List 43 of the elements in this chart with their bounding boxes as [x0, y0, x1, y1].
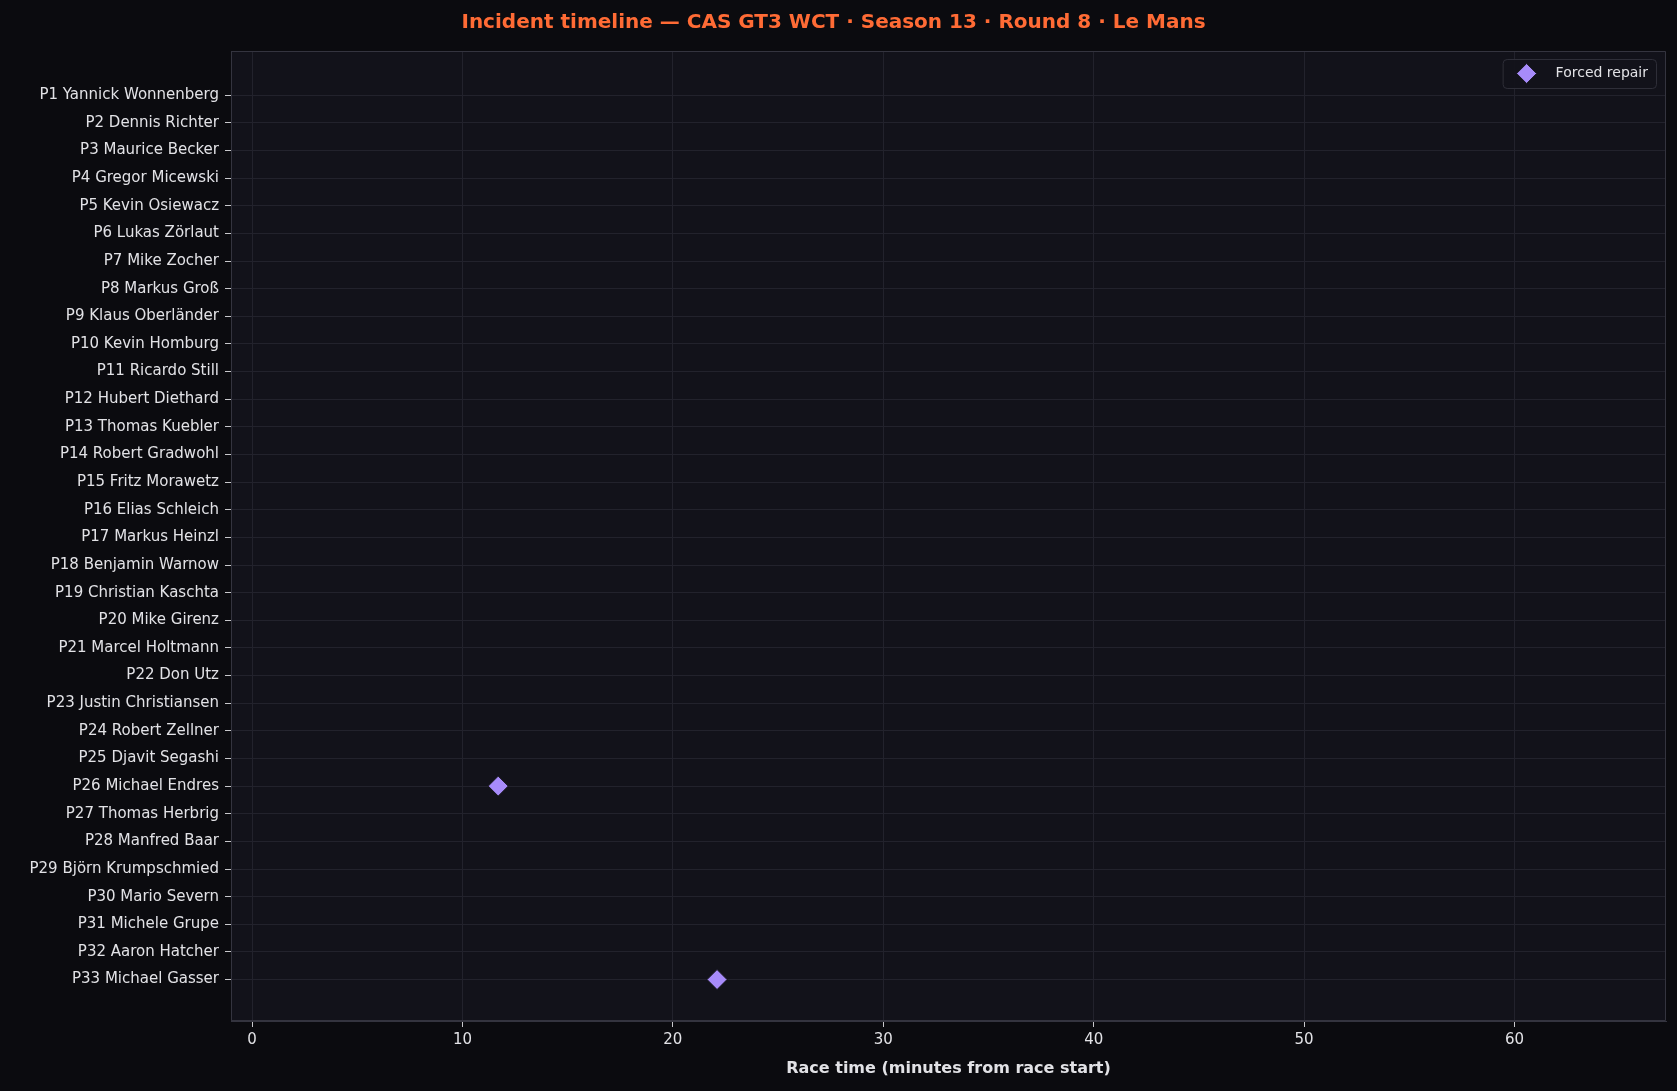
chart-title: Incident timeline — CAS GT3 WCT · Season 13 · Round 8 · Le Mans: [461, 9, 1206, 34]
y-tick-label: P15 Fritz Morawetz: [76, 472, 220, 490]
y-tick-label: P29 Björn Krumpschmied: [29, 858, 219, 877]
x-tick-label: 10: [452, 1029, 472, 1048]
y-tick-label: P31 Michele Grupe: [77, 914, 219, 933]
y-tick-label: P12 Hubert Diethard: [64, 389, 219, 408]
y-tick-label: P25 Djavit Segashi: [78, 748, 219, 767]
y-tick-label: P22 Don Utz: [126, 665, 220, 684]
y-tick-label: P8 Markus Groß: [100, 278, 219, 297]
y-tick-label: P3 Maurice Becker: [80, 140, 220, 159]
x-tick-label: 0: [247, 1029, 257, 1048]
y-tick-label: P5 Kevin Osiewacz: [79, 195, 220, 214]
x-tick-label: 40: [1084, 1029, 1104, 1048]
y-tick-label: P26 Michael Endres: [72, 775, 220, 794]
y-tick-label: P18 Benjamin Warnow: [50, 554, 219, 573]
y-tick-label: P9 Klaus Oberländer: [65, 306, 220, 325]
legend-label: Forced repair: [1555, 64, 1649, 81]
y-tick-label: P21 Marcel Holtmann: [58, 637, 219, 656]
y-tick-label: P14 Robert Gradwohl: [59, 444, 219, 463]
y-tick-label: P24 Robert Zellner: [78, 720, 220, 739]
y-tick-label: P7 Mike Zocher: [103, 250, 220, 269]
y-tick-label: P1 Yannick Wonnenberg: [39, 85, 219, 104]
y-tick-label: P13 Thomas Kuebler: [64, 416, 220, 435]
y-tick-label: P27 Thomas Herbrig: [65, 803, 219, 822]
y-tick-label: P11 Ricardo Still: [96, 361, 219, 380]
y-tick-label: P16 Elias Schleich: [83, 499, 219, 518]
y-tick-label: P4 Gregor Micewski: [71, 168, 219, 187]
y-tick-label: P2 Dennis Richter: [85, 112, 220, 131]
x-axis-title: Race time (minutes from race start): [786, 1057, 1111, 1077]
y-tick-label: P19 Christian Kaschta: [55, 582, 219, 601]
y-tick-label: P30 Mario Severn: [87, 886, 219, 905]
y-tick-label: P33 Michael Gasser: [72, 969, 220, 988]
x-tick-label: 60: [1504, 1029, 1525, 1048]
x-tick-label: 50: [1294, 1029, 1314, 1048]
x-tick-label: 30: [873, 1029, 893, 1048]
y-tick-label: P10 Kevin Homburg: [70, 333, 219, 352]
y-tick-label: P6 Lukas Zörlaut: [93, 223, 220, 242]
y-tick-label: P28 Manfred Baar: [84, 831, 220, 850]
y-tick-label: P23 Justin Christiansen: [46, 693, 219, 712]
y-tick-label: P17 Markus Heinzl: [81, 527, 219, 546]
y-tick-label: P32 Aaron Hatcher: [77, 941, 220, 960]
x-tick-label: 20: [663, 1029, 683, 1048]
y-tick-label: P20 Mike Girenz: [98, 610, 220, 629]
